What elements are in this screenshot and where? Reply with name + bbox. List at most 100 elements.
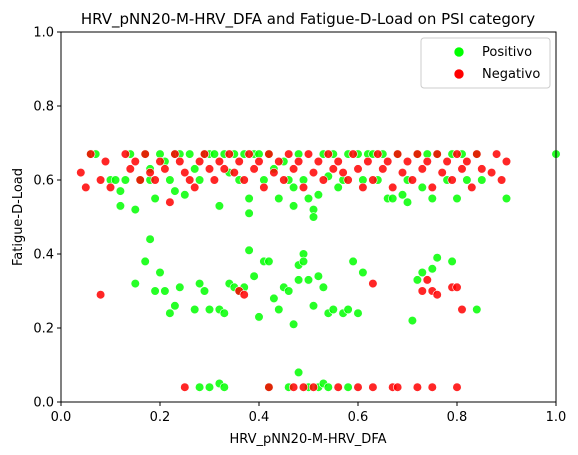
point-positivo-50 xyxy=(313,190,324,200)
point-negativo-20 xyxy=(190,182,200,192)
point-positivo-16 xyxy=(165,175,175,185)
point-negativo-80 xyxy=(492,149,502,159)
point-positivo-115 xyxy=(298,256,309,267)
point-positivo-27 xyxy=(214,201,224,211)
point-positivo-26 xyxy=(209,149,219,159)
point-negativo-30 xyxy=(239,175,249,185)
point-negativo-55 xyxy=(363,156,373,167)
point-negativo-23 xyxy=(204,164,215,174)
point-positivo-34 xyxy=(244,208,254,218)
point-positivo-94 xyxy=(199,286,210,296)
point-negativo-64 xyxy=(407,175,418,185)
point-positivo-104 xyxy=(254,312,264,322)
point-positivo-44 xyxy=(289,182,299,192)
point-positivo-121 xyxy=(328,304,338,315)
point-negativo-92 xyxy=(452,282,462,292)
point-negativo-40 xyxy=(289,164,299,174)
point-negativo-75 xyxy=(462,156,472,167)
point-negativo-74 xyxy=(457,164,467,174)
point-positivo-54 xyxy=(333,182,343,192)
point-negativo-21 xyxy=(195,156,205,167)
y-tick-label: 0.4 xyxy=(33,248,54,263)
point-negativo-38 xyxy=(279,175,289,185)
point-negativo-51 xyxy=(343,175,353,185)
point-positivo-49 xyxy=(308,212,319,222)
point-negativo-52 xyxy=(348,149,358,159)
point-negativo-29 xyxy=(234,156,244,167)
point-negativo-4 xyxy=(100,156,111,167)
point-positivo-86 xyxy=(150,286,160,296)
point-negativo-54 xyxy=(358,182,368,192)
point-positivo-132 xyxy=(447,256,457,267)
point-positivo-40 xyxy=(274,193,284,204)
point-negativo-18 xyxy=(180,168,190,178)
point-negativo-78 xyxy=(477,164,487,174)
y-tick-label: 0.8 xyxy=(33,100,54,115)
point-negativo-93 xyxy=(457,304,467,315)
point-positivo-67 xyxy=(402,197,413,207)
point-negativo-34 xyxy=(259,182,269,192)
point-negativo-106 xyxy=(452,382,462,392)
y-axis-label: Fatigue-D-Load xyxy=(11,168,26,266)
point-negativo-63 xyxy=(402,156,413,167)
point-positivo-129 xyxy=(417,267,427,278)
legend-label-positivo: Positivo xyxy=(482,45,532,60)
point-negativo-95 xyxy=(264,382,274,392)
point-negativo-12 xyxy=(150,175,160,185)
legend-marker-negativo xyxy=(453,68,465,80)
point-negativo-65 xyxy=(412,149,423,159)
point-negativo-105 xyxy=(427,382,437,392)
x-axis: 0.0 0.2 0.4 0.6 0.8 1.0 xyxy=(51,402,566,425)
point-negativo-36 xyxy=(269,168,279,178)
point-positivo-47 xyxy=(303,193,314,204)
point-negativo-53 xyxy=(353,164,363,174)
point-positivo-23 xyxy=(195,175,205,185)
point-positivo-113 xyxy=(294,275,304,285)
point-positivo-89 xyxy=(165,308,175,318)
point-negativo-7 xyxy=(125,164,135,174)
point-negativo-101 xyxy=(368,382,378,392)
chart-title: HRV_pNN20-M-HRV_DFA and Fatigue-D-Load o… xyxy=(81,10,535,29)
point-negativo-88 xyxy=(422,275,432,285)
x-tick-label: 0.2 xyxy=(150,410,171,425)
point-positivo-5 xyxy=(115,186,125,196)
point-negativo-25 xyxy=(214,156,224,167)
point-positivo-93 xyxy=(195,279,205,289)
point-positivo-95 xyxy=(204,304,215,315)
point-negativo-99 xyxy=(333,382,343,392)
point-positivo-107 xyxy=(269,293,279,304)
point-positivo-134 xyxy=(195,382,205,392)
point-negativo-43 xyxy=(303,149,314,159)
point-negativo-50 xyxy=(338,168,348,178)
x-tick-label: 0.4 xyxy=(249,410,270,425)
point-positivo-33 xyxy=(244,193,254,204)
legend-marker-positivo xyxy=(453,46,465,58)
point-positivo-124 xyxy=(348,256,358,267)
point-negativo-87 xyxy=(417,286,427,296)
point-negativo-13 xyxy=(155,156,165,167)
point-negativo-5 xyxy=(105,182,116,192)
point-negativo-104 xyxy=(412,382,423,392)
point-positivo-137 xyxy=(219,382,229,392)
point-negativo-8 xyxy=(130,156,140,167)
point-positivo-90 xyxy=(170,301,180,311)
y-tick-label: 0.2 xyxy=(33,322,54,337)
point-negativo-47 xyxy=(323,149,333,159)
point-negativo-82 xyxy=(501,156,512,167)
point-positivo-81 xyxy=(501,193,512,204)
point-positivo-85 xyxy=(145,234,155,244)
point-negativo-28 xyxy=(229,168,239,178)
point-negativo-15 xyxy=(165,197,175,207)
point-negativo-103 xyxy=(393,382,403,392)
point-positivo-72 xyxy=(427,193,437,204)
point-negativo-49 xyxy=(333,156,343,167)
x-tick-label: 0.6 xyxy=(348,410,369,425)
point-negativo-6 xyxy=(120,149,130,159)
point-positivo-66 xyxy=(397,190,408,200)
point-negativo-22 xyxy=(199,149,210,159)
point-positivo-140 xyxy=(294,367,304,378)
point-negativo-86 xyxy=(368,279,378,289)
point-positivo-133 xyxy=(472,304,482,315)
point-negativo-98 xyxy=(308,382,319,392)
